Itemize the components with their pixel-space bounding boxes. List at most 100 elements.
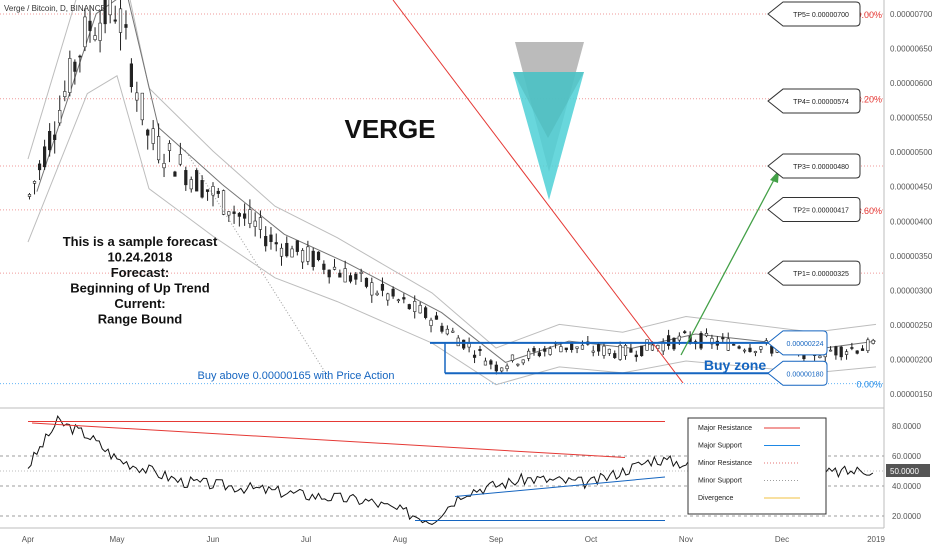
candle-body — [677, 335, 681, 341]
price-tick-label: 0.00000300 — [890, 286, 932, 295]
candle-body — [834, 346, 838, 356]
target-label: TP3= 0.00000480 — [793, 164, 849, 171]
candle-body — [53, 134, 57, 140]
candle-body — [445, 328, 449, 335]
candle-body — [721, 337, 725, 340]
candle-body — [129, 63, 134, 87]
candle-body — [354, 273, 358, 280]
candle-body — [338, 272, 342, 278]
fib-label: 0.00% — [856, 380, 882, 390]
candle-body — [78, 55, 82, 58]
annotation-line: Current: — [114, 296, 165, 311]
candle-body — [580, 344, 585, 350]
candle-body — [274, 242, 278, 245]
candle-body — [396, 299, 401, 302]
candle-body — [322, 263, 326, 270]
candle-body — [32, 181, 37, 184]
candle-body — [656, 344, 660, 349]
candle-body — [68, 58, 72, 93]
candle-body — [118, 8, 123, 33]
target-label: TP2= 0.00000417 — [793, 208, 849, 215]
candle-body — [548, 348, 552, 355]
candle-body — [494, 364, 498, 372]
candle-body — [478, 348, 482, 351]
candle-body — [48, 131, 52, 151]
candle-body — [737, 346, 741, 349]
candle-body — [500, 367, 504, 372]
rsi-tick-label: 80.0000 — [892, 422, 921, 431]
candle-body — [505, 365, 509, 370]
moving-average — [36, 0, 877, 363]
candle-body — [211, 186, 215, 196]
candle-body — [855, 350, 859, 354]
candle-body — [591, 350, 595, 353]
candle-body — [63, 91, 67, 98]
buy-zone-label: Buy zone — [704, 357, 766, 373]
candle-body — [221, 190, 226, 215]
candle-body — [113, 19, 117, 22]
candle-body — [269, 234, 273, 242]
candle-body — [516, 363, 520, 366]
time-tick-label: Apr — [22, 535, 35, 544]
candle-body — [440, 325, 444, 332]
candle-body — [753, 351, 758, 354]
price-tick-label: 0.00000250 — [890, 321, 932, 330]
candle-body — [73, 61, 77, 72]
time-tick-label: Dec — [775, 535, 789, 544]
candle-body — [364, 277, 369, 287]
candle-body — [253, 220, 257, 227]
price-tick-label: 0.00000200 — [890, 355, 932, 364]
candle-body — [759, 346, 763, 350]
candle-body — [570, 343, 574, 350]
zone-value-label: 0.00000224 — [787, 341, 824, 348]
target-label: TP4= 0.00000574 — [793, 99, 849, 106]
candle-body — [634, 354, 638, 358]
candle-body — [532, 348, 536, 352]
candle-body — [748, 347, 752, 352]
candle-body — [295, 240, 299, 252]
price-tick-label: 0.00000500 — [890, 148, 932, 157]
candle-body — [462, 339, 466, 349]
candle-body — [429, 319, 433, 326]
candle-body — [343, 268, 347, 283]
candle-body — [710, 338, 714, 345]
candle-body — [93, 35, 97, 41]
candle-body — [407, 304, 411, 310]
candle-body — [871, 339, 875, 344]
candle-body — [828, 349, 833, 352]
annotation-line: 10.24.2018 — [107, 250, 172, 265]
candle-body — [205, 189, 210, 192]
candle-body — [167, 143, 172, 151]
fib-label: 50.00% — [851, 10, 882, 20]
candle-body — [348, 275, 353, 282]
target-callout — [767, 1, 861, 27]
candle-body — [527, 350, 531, 359]
candle-body — [300, 250, 305, 263]
price-tick-label: 0.00000700 — [890, 10, 932, 19]
candle-body — [151, 128, 155, 144]
candle-body — [391, 288, 395, 297]
candle-body — [543, 348, 547, 352]
zone-callout — [767, 330, 828, 356]
candle-body — [742, 349, 747, 352]
time-tick-label: Aug — [393, 535, 407, 544]
target-callout — [767, 260, 861, 286]
time-tick-label: Jun — [207, 535, 220, 544]
target-callout — [767, 88, 861, 114]
candle-body — [37, 163, 42, 171]
candle-body — [184, 170, 188, 186]
candle-body — [402, 297, 406, 300]
candle-body — [839, 346, 843, 358]
candle-body — [645, 339, 649, 351]
candle-body — [699, 332, 703, 349]
candle-body — [666, 335, 671, 346]
candle-body — [140, 92, 144, 121]
candle-body — [623, 345, 628, 357]
candle-body — [311, 250, 315, 267]
candle-body — [521, 359, 525, 364]
target-label: TP1= 0.00000325 — [793, 271, 849, 278]
candle-body — [232, 211, 236, 214]
rsi-tick-label: 20.0000 — [892, 512, 921, 521]
candle-body — [58, 110, 62, 124]
candle-body — [467, 343, 471, 348]
